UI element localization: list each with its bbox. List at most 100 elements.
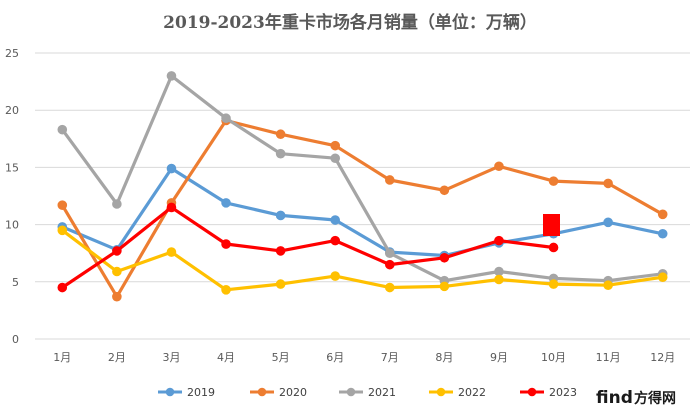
series-line[interactable] bbox=[60, 205, 556, 290]
series-2020[interactable] bbox=[57, 115, 668, 302]
data-point[interactable] bbox=[166, 247, 177, 257]
data-point[interactable] bbox=[166, 163, 177, 174]
data-point[interactable] bbox=[384, 175, 395, 185]
x-tick-label: 8月 bbox=[435, 351, 453, 364]
data-point[interactable] bbox=[330, 140, 341, 151]
data-point[interactable] bbox=[166, 202, 177, 213]
data-point[interactable] bbox=[275, 129, 286, 140]
series-2022[interactable] bbox=[57, 225, 668, 295]
series-line[interactable] bbox=[60, 166, 665, 258]
x-tick-label: 5月 bbox=[272, 351, 290, 364]
data-point[interactable] bbox=[494, 235, 504, 246]
data-point[interactable] bbox=[57, 200, 68, 210]
data-point[interactable] bbox=[603, 280, 613, 291]
data-point[interactable] bbox=[657, 209, 668, 220]
data-point[interactable] bbox=[221, 113, 231, 124]
gridlines bbox=[35, 52, 690, 340]
data-point[interactable] bbox=[439, 281, 450, 292]
data-point[interactable] bbox=[221, 198, 231, 208]
highlight-box bbox=[543, 214, 560, 236]
y-tick-label: 5 bbox=[12, 276, 19, 289]
legend-label: 2023 bbox=[549, 386, 577, 399]
data-point[interactable] bbox=[657, 272, 668, 283]
data-point[interactable] bbox=[494, 161, 504, 172]
series-2019[interactable] bbox=[57, 163, 668, 261]
data-point[interactable] bbox=[603, 217, 613, 228]
legend-label: 2022 bbox=[458, 386, 486, 399]
x-tick-label: 12月 bbox=[650, 351, 675, 364]
legend-item-2022[interactable]: 2022 bbox=[429, 386, 486, 399]
data-point[interactable] bbox=[548, 176, 559, 186]
data-point[interactable] bbox=[275, 148, 286, 159]
watermark-part2: 方得网 bbox=[634, 390, 676, 407]
y-tick-label: 25 bbox=[5, 47, 19, 60]
data-point[interactable] bbox=[548, 279, 559, 289]
x-axis: 1月 2月 3月 4月 5月 6月 7月 8月 9月 10月 11月 12月 bbox=[53, 351, 675, 364]
data-point[interactable] bbox=[384, 248, 395, 258]
legend-item-2020[interactable]: 2020 bbox=[250, 386, 307, 399]
legend-label: 2021 bbox=[368, 386, 396, 399]
x-tick-label: 6月 bbox=[326, 351, 344, 364]
x-tick-label: 3月 bbox=[162, 351, 180, 364]
y-tick-label: 15 bbox=[5, 161, 19, 174]
legend-item-2019[interactable]: 2019 bbox=[158, 386, 215, 399]
watermark-part1: find bbox=[596, 388, 633, 408]
series-lines bbox=[57, 71, 668, 302]
data-point[interactable] bbox=[275, 279, 286, 289]
series-line[interactable] bbox=[60, 228, 665, 292]
data-point[interactable] bbox=[221, 239, 231, 249]
legend-label: 2019 bbox=[187, 386, 215, 399]
data-point[interactable] bbox=[112, 291, 122, 302]
data-point[interactable] bbox=[330, 153, 341, 164]
x-tick-label: 4月 bbox=[217, 351, 235, 364]
data-point[interactable] bbox=[166, 71, 177, 81]
data-point[interactable] bbox=[221, 285, 231, 295]
data-point[interactable] bbox=[330, 235, 341, 246]
data-point[interactable] bbox=[112, 266, 122, 277]
data-point[interactable] bbox=[57, 282, 68, 293]
data-point[interactable] bbox=[384, 259, 395, 270]
highlight-marker bbox=[543, 214, 560, 236]
data-point[interactable] bbox=[494, 274, 504, 285]
legend-label: 2020 bbox=[279, 386, 307, 399]
data-point[interactable] bbox=[112, 246, 122, 256]
series-line[interactable] bbox=[60, 74, 665, 283]
x-tick-label: 2月 bbox=[108, 351, 126, 364]
y-tick-label: 20 bbox=[5, 104, 19, 117]
x-tick-label: 9月 bbox=[490, 351, 508, 364]
legend-marker bbox=[165, 387, 175, 397]
legend-marker bbox=[257, 387, 267, 397]
legend-marker bbox=[436, 387, 446, 397]
legend-item-2021[interactable]: 2021 bbox=[339, 386, 396, 399]
y-axis: 0 5 10 15 20 25 bbox=[5, 47, 19, 346]
watermark-logo: find 方得网 bbox=[596, 388, 676, 408]
x-tick-label: 7月 bbox=[381, 351, 399, 364]
data-point[interactable] bbox=[657, 228, 668, 239]
data-point[interactable] bbox=[57, 124, 68, 135]
data-point[interactable] bbox=[494, 266, 504, 277]
data-point[interactable] bbox=[275, 210, 286, 221]
data-point[interactable] bbox=[57, 225, 68, 236]
data-point[interactable] bbox=[603, 178, 613, 189]
series-line[interactable] bbox=[60, 118, 665, 299]
data-point[interactable] bbox=[275, 246, 286, 256]
data-point[interactable] bbox=[439, 252, 450, 263]
x-tick-label: 1月 bbox=[53, 351, 71, 364]
data-point[interactable] bbox=[548, 242, 559, 253]
y-tick-label: 0 bbox=[12, 333, 19, 346]
y-tick-label: 10 bbox=[5, 219, 19, 232]
data-point[interactable] bbox=[439, 185, 450, 196]
series-2021[interactable] bbox=[57, 71, 668, 286]
legend-item-2023[interactable]: 2023 bbox=[520, 386, 577, 399]
series-2023[interactable] bbox=[57, 202, 559, 293]
legend-marker bbox=[527, 387, 537, 397]
x-tick-label: 10月 bbox=[541, 351, 566, 364]
legend[interactable]: 2019 2020 2021 2022 2023 bbox=[158, 386, 577, 399]
data-point[interactable] bbox=[330, 271, 341, 281]
data-point[interactable] bbox=[112, 199, 122, 209]
x-tick-label: 11月 bbox=[596, 351, 621, 364]
data-point[interactable] bbox=[384, 282, 395, 293]
data-point[interactable] bbox=[330, 215, 341, 225]
